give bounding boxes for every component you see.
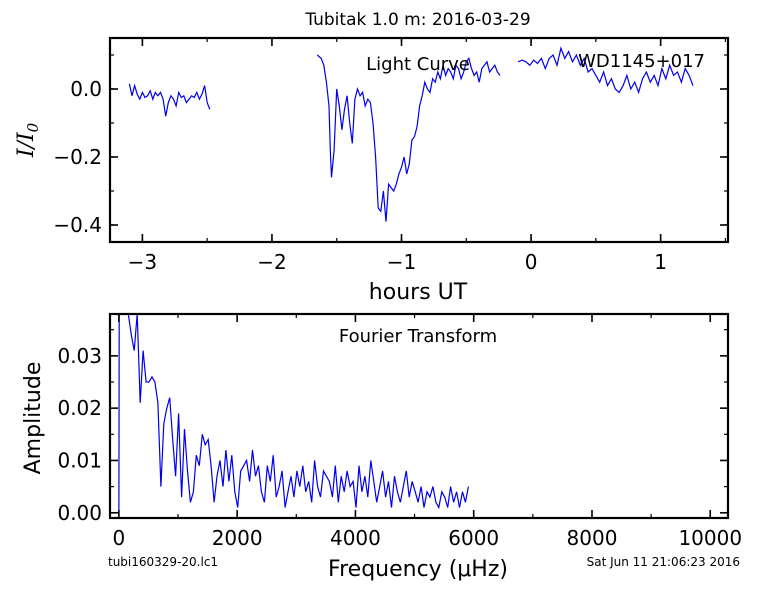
target-name-annotation: WD1145+017 (578, 51, 705, 72)
y-axis-label-subscript: 0 (24, 122, 42, 132)
y-tick-label: 0.01 (57, 448, 102, 472)
y-tick-label: 0.0 (70, 77, 102, 101)
y-tick-label: 0.00 (57, 501, 102, 525)
y-tick-label: −0.4 (53, 213, 102, 237)
x-tick-label: 2000 (212, 526, 263, 550)
light-curve-panel: −3 −2 −1 0 1 0.0 −0.2 −0.4 Light Curve WD1145+017… (14, 36, 730, 305)
series-line-0 (118, 313, 469, 513)
y-axis-label: Amplitude (21, 362, 46, 475)
series-line-0 (128, 83, 211, 117)
x-tick-label: −2 (257, 250, 286, 274)
light-curve-annotation: Light Curve (366, 54, 470, 75)
axes-frame (108, 36, 730, 244)
fourier-transform-annotation: Fourier Transform (339, 326, 497, 347)
figure-title: Tubitak 1.0 m: 2016-03-29 (304, 10, 530, 30)
y-tick-label: −0.2 (53, 145, 102, 169)
x-tick-label: 8000 (567, 526, 618, 550)
x-tick-label: 1 (654, 250, 667, 274)
axes-frame (108, 312, 730, 520)
x-axis-label: Frequency (μHz) (328, 557, 508, 582)
x-tick-label: −3 (128, 250, 157, 274)
x-tick-label: 6000 (448, 526, 499, 550)
x-axis-label: hours UT (369, 280, 468, 305)
series-line-1 (316, 54, 501, 222)
footer-filename: tubi160329-20.lc1 (108, 555, 218, 569)
x-tick-label: −1 (387, 250, 416, 274)
fourier-transform-panel: 0 2000 4000 6000 8000 10000 0.00 0.01 0.02 0.03 Fo… (21, 312, 742, 582)
x-tick-label: 0 (113, 526, 126, 550)
x-tick-label: 4000 (330, 526, 381, 550)
y-tick-label: 0.03 (57, 344, 102, 368)
footer-timestamp: Sat Jun 11 21:06:23 2016 (587, 555, 740, 569)
y-axis-label: I/I0 (14, 122, 42, 158)
y-tick-label: 0.02 (57, 396, 102, 420)
series-line-2 (517, 46, 694, 95)
x-tick-label: 0 (525, 250, 538, 274)
x-tick-label: 10000 (678, 526, 742, 550)
y-axis-label-main: I/I (14, 131, 39, 158)
